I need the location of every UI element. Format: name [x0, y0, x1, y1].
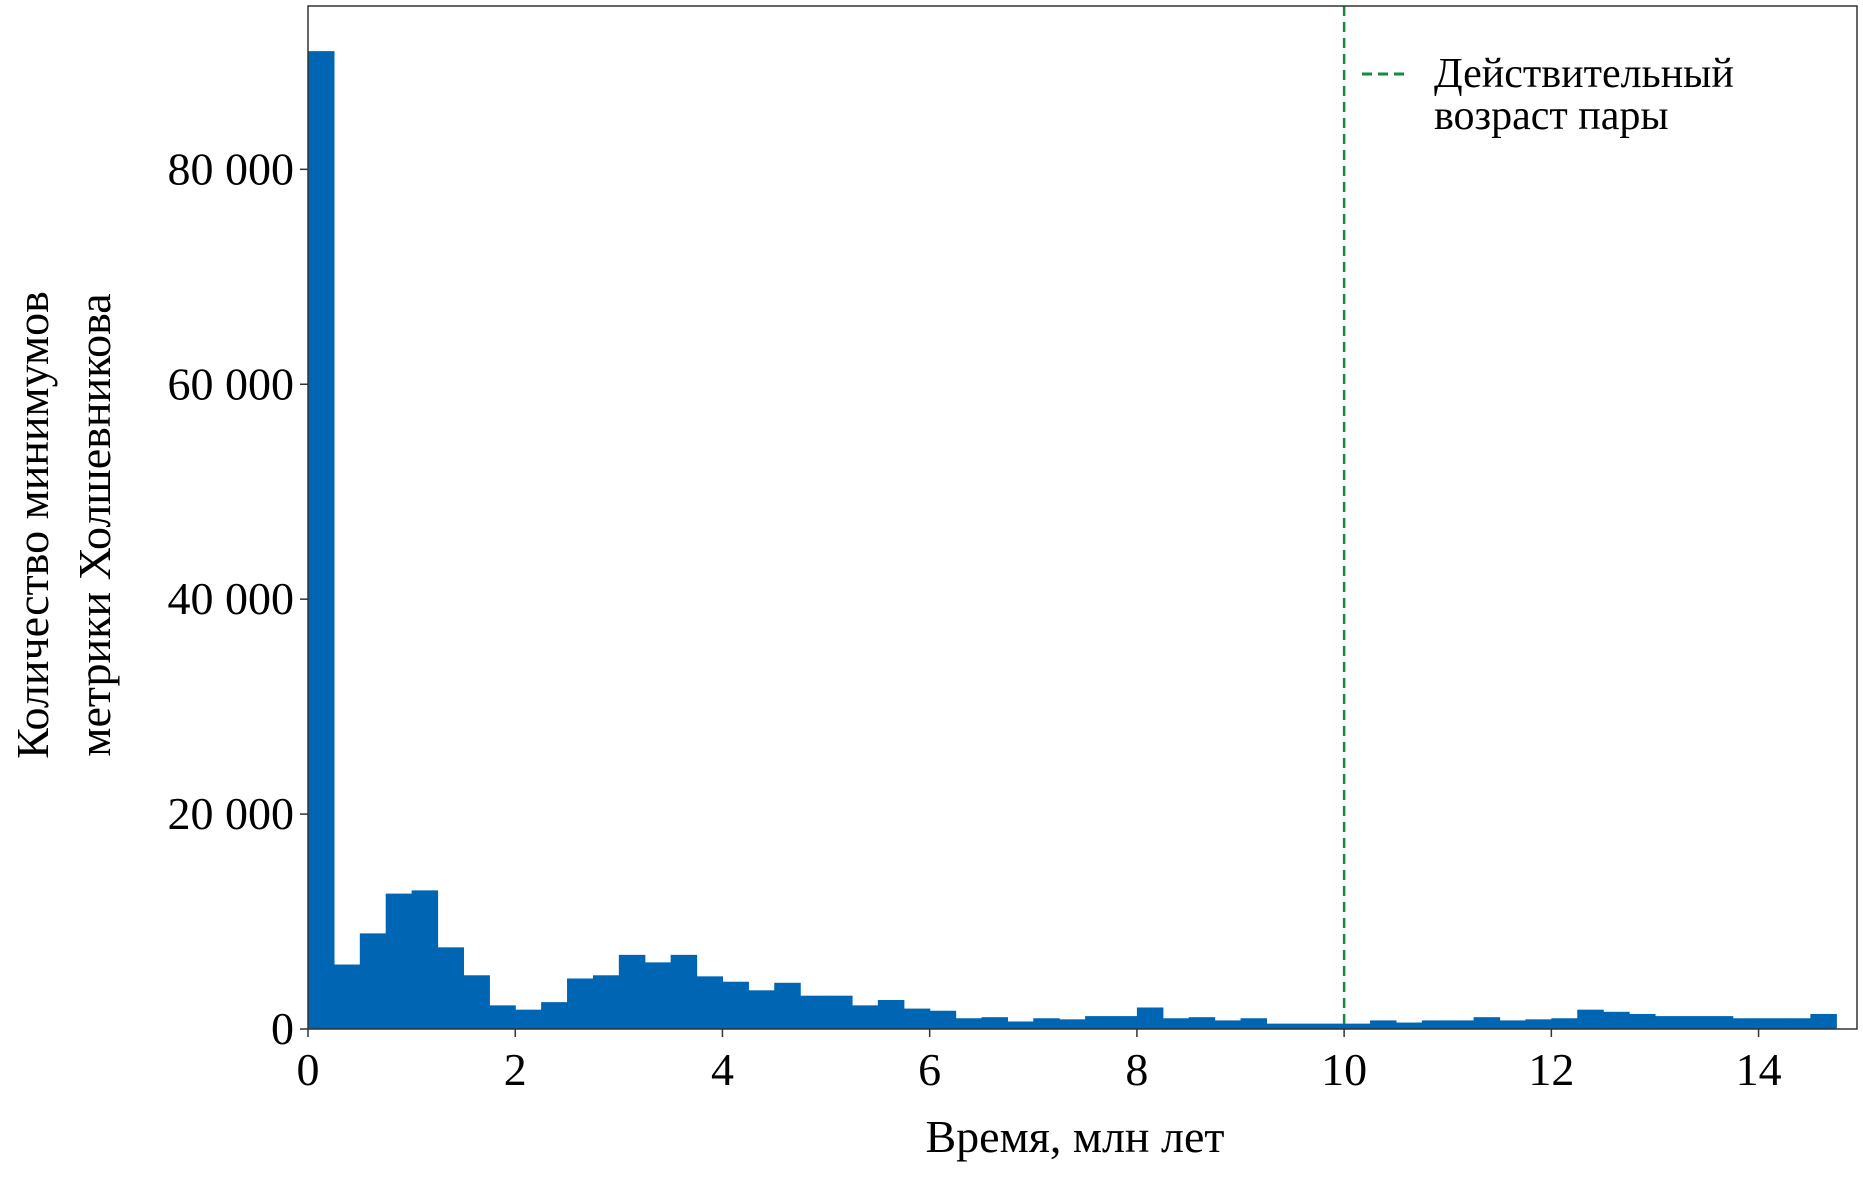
histogram-bar — [1395, 1022, 1423, 1029]
histogram-bar — [1732, 1018, 1760, 1029]
histogram-bar — [618, 954, 646, 1029]
histogram-bar — [1421, 1020, 1449, 1029]
histogram-bar — [1577, 1009, 1604, 1029]
histogram-bar — [1758, 1018, 1786, 1029]
histogram-bar — [359, 933, 387, 1029]
x-tick-label: 10 — [1321, 1044, 1367, 1095]
bars-group — [308, 51, 1837, 1030]
histogram-bar — [1654, 1016, 1682, 1029]
histogram-bar — [774, 982, 801, 1029]
y-axis-label-line-2: метрики Холшевникова — [69, 293, 120, 756]
histogram-bar — [748, 990, 775, 1029]
histogram-bar — [800, 995, 827, 1029]
histogram-bar — [1318, 1023, 1345, 1029]
histogram-bar — [1370, 1020, 1397, 1029]
y-tick-label: 40 000 — [168, 573, 295, 624]
histogram-bar — [1136, 1007, 1164, 1029]
y-axis-label: Количество минимумов метрики Холшевников… — [7, 291, 120, 759]
x-tick-label: 2 — [504, 1044, 527, 1095]
x-axis-ticks: 0 2 4 6 8 10 12 14 — [297, 1029, 1782, 1095]
histogram-bar — [411, 890, 439, 1029]
y-axis-ticks: 0 20 000 40 000 60 000 80 000 — [168, 143, 308, 1054]
y-axis-label-line-1: Количество минимумов — [7, 291, 58, 759]
histogram-bar — [1240, 1018, 1268, 1029]
histogram-bar — [1214, 1020, 1242, 1029]
histogram-bar — [1551, 1018, 1578, 1029]
histogram-bar — [1499, 1020, 1527, 1029]
legend: Действительный возраст пары — [1362, 51, 1734, 139]
histogram-bar — [437, 947, 465, 1029]
x-tick-label: 6 — [918, 1044, 941, 1095]
histogram-bar — [1188, 1017, 1216, 1029]
histogram-bar — [1680, 1016, 1708, 1029]
y-tick-label: 80 000 — [168, 143, 295, 194]
histogram-bar — [1344, 1023, 1371, 1029]
histogram-bar — [515, 1009, 542, 1029]
histogram-bar — [489, 1005, 516, 1029]
histogram-bar — [1784, 1018, 1811, 1029]
histogram-bar — [385, 893, 413, 1029]
histogram-bar — [308, 51, 335, 1030]
histogram-bar — [696, 976, 724, 1029]
histogram-bar — [877, 999, 905, 1029]
histogram-bar — [1473, 1017, 1501, 1029]
histogram-bar — [541, 1002, 568, 1029]
x-tick-label: 14 — [1736, 1044, 1782, 1095]
histogram-bar — [1059, 1019, 1086, 1029]
histogram-bar — [851, 1005, 879, 1029]
x-tick-label: 12 — [1528, 1044, 1574, 1095]
histogram-bar — [955, 1018, 983, 1029]
x-axis-label: Время, млн лет — [925, 1111, 1224, 1162]
y-tick-label: 0 — [271, 1003, 294, 1054]
histogram-bar — [1007, 1021, 1034, 1029]
histogram-bar — [463, 975, 490, 1029]
histogram-bar — [903, 1008, 931, 1029]
histogram-bar — [1162, 1018, 1190, 1029]
histogram-bar — [644, 962, 672, 1029]
histogram-bar — [1447, 1020, 1475, 1029]
histogram-bar — [826, 995, 853, 1029]
histogram-bar — [1810, 1013, 1837, 1029]
histogram-bar — [1525, 1019, 1552, 1029]
y-tick-label: 20 000 — [168, 788, 295, 839]
histogram-bar — [333, 964, 361, 1029]
histogram-bar — [981, 1017, 1008, 1029]
histogram-bar — [1629, 1013, 1656, 1029]
x-tick-label: 0 — [297, 1044, 320, 1095]
histogram-bar — [1110, 1016, 1138, 1029]
histogram-bar — [722, 981, 749, 1029]
histogram-bar — [1033, 1018, 1060, 1029]
x-tick-label: 4 — [711, 1044, 734, 1095]
histogram-bar — [592, 975, 620, 1029]
histogram-bar — [929, 1010, 957, 1029]
legend-label-line-2: возраст пары — [1434, 93, 1669, 139]
histogram-bar — [1085, 1016, 1112, 1029]
x-tick-label: 8 — [1125, 1044, 1148, 1095]
histogram-bar — [1706, 1016, 1734, 1029]
legend-label-line-1: Действительный — [1434, 51, 1734, 97]
histogram-bar — [670, 954, 698, 1029]
histogram-bar — [1603, 1011, 1630, 1029]
histogram-bar — [1266, 1023, 1293, 1029]
histogram-bar — [1292, 1023, 1319, 1029]
histogram-bar — [567, 978, 594, 1029]
y-tick-label: 60 000 — [168, 358, 295, 409]
plot-frame — [307, 5, 1858, 1030]
